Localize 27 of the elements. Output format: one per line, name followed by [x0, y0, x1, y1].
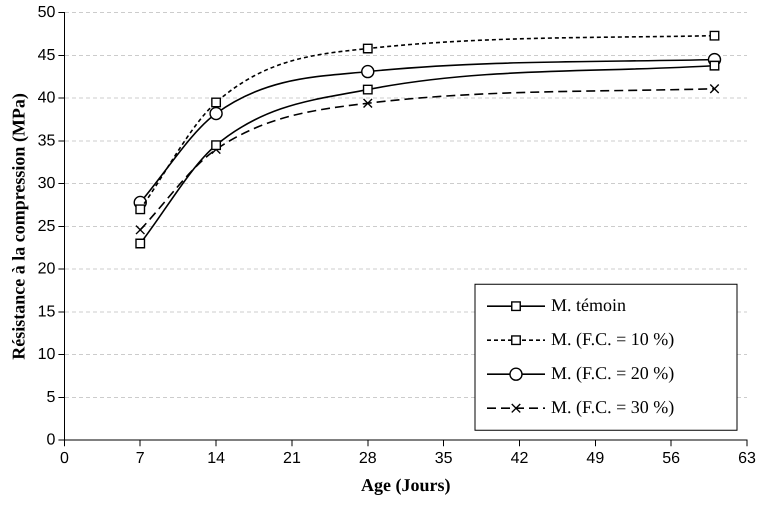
y-tick-label: 50	[38, 4, 56, 22]
legend-label: M. (F.C. = 30 %)	[551, 396, 674, 417]
x-tick-label: 28	[358, 450, 377, 468]
y-tick-label: 45	[38, 46, 56, 64]
x-tick-label: 14	[207, 450, 226, 468]
x-tick-label: 56	[662, 450, 680, 468]
y-tick-label: 10	[38, 346, 56, 364]
x-tick-label: 7	[136, 450, 145, 468]
y-tick-label: 30	[38, 175, 56, 192]
x-axis-title: Age (Jours)	[360, 474, 450, 495]
x-tick-label: 21	[283, 450, 301, 468]
legend-label: M. (F.C. = 20 %)	[551, 362, 674, 383]
y-tick-label: 15	[38, 303, 56, 320]
y-tick-label: 35	[38, 132, 56, 150]
y-tick-label: 25	[38, 218, 56, 235]
y-tick-label: 40	[38, 90, 56, 107]
x-tick-label: 0	[60, 450, 69, 468]
y-tick-label: 5	[46, 388, 56, 406]
legend-label: M. (F.C. = 10 %)	[551, 328, 674, 349]
x-tick-label: 49	[586, 450, 604, 468]
legend-label: M. témoin	[551, 294, 626, 315]
x-tick-label: 35	[434, 450, 453, 468]
x-tick-label: 42	[510, 450, 528, 468]
y-tick-label: 0	[46, 432, 56, 449]
x-tick-label: 63	[738, 450, 756, 468]
y-axis-title: Résistance à la compression (MPa)	[8, 93, 28, 360]
y-tick-label: 20	[38, 260, 56, 278]
